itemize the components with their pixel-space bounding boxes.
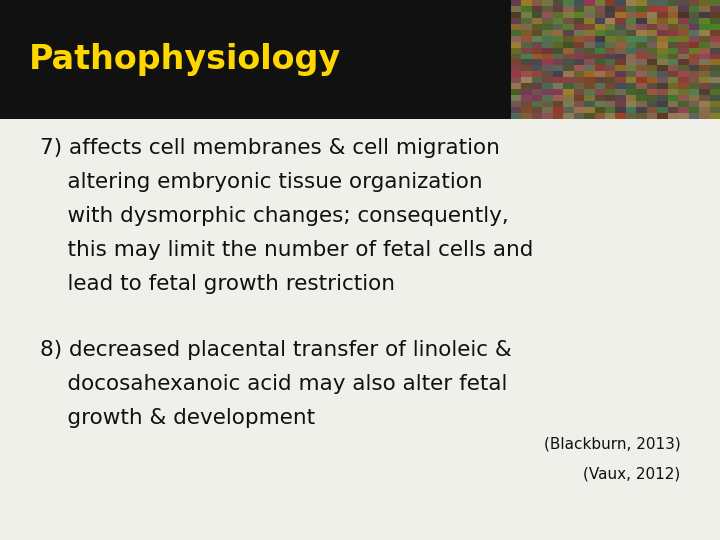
FancyBboxPatch shape (0, 0, 720, 119)
Text: 8) decreased placental transfer of linoleic &: 8) decreased placental transfer of linol… (40, 340, 511, 360)
Text: growth & development: growth & development (40, 408, 315, 428)
Text: (Blackburn, 2013): (Blackburn, 2013) (544, 437, 680, 452)
Text: altering embryonic tissue organization: altering embryonic tissue organization (40, 172, 482, 192)
Text: this may limit the number of fetal cells and: this may limit the number of fetal cells… (40, 240, 533, 260)
Text: (Vaux, 2012): (Vaux, 2012) (583, 467, 680, 482)
Text: with dysmorphic changes; consequently,: with dysmorphic changes; consequently, (40, 206, 508, 226)
Text: 7) affects cell membranes & cell migration: 7) affects cell membranes & cell migrati… (40, 138, 500, 158)
Text: Pathophysiology: Pathophysiology (29, 43, 341, 76)
Text: docosahexanoic acid may also alter fetal: docosahexanoic acid may also alter fetal (40, 374, 507, 394)
FancyBboxPatch shape (511, 0, 720, 119)
Text: lead to fetal growth restriction: lead to fetal growth restriction (40, 274, 395, 294)
